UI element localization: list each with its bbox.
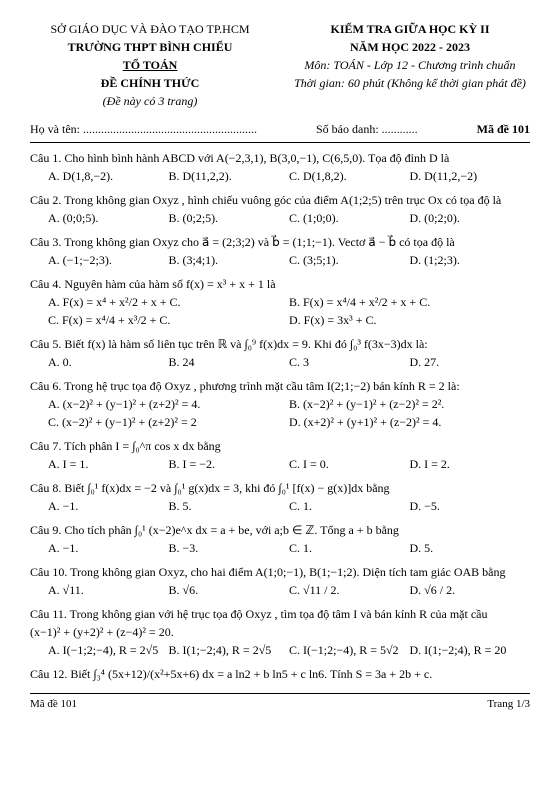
q3-b: B. (3;4;1).	[169, 251, 290, 269]
q7-b: B. I = −2.	[169, 455, 290, 473]
q5-stem: Câu 5. Biết f(x) là hàm số liên tục trên…	[30, 337, 428, 351]
q10-c: C. √11 / 2.	[289, 581, 410, 599]
q10-stem: Câu 10. Trong không gian Oxyz, cho hai đ…	[30, 565, 505, 579]
page-count: (Đề này có 3 trang)	[30, 92, 270, 110]
exam-title: KIỂM TRA GIỮA HỌC KỲ II	[290, 20, 530, 38]
group: TỔ TOÁN	[30, 56, 270, 74]
q6-c: C. (x−2)² + (y−1)² + (z+2)² = 2	[48, 413, 289, 431]
q10-b: B. √6.	[169, 581, 290, 599]
question-6: Câu 6. Trong hệ trục tọa độ Oxyz , phươn…	[30, 377, 530, 431]
question-3: Câu 3. Trong không gian Oxyz cho a⃗ = (2…	[30, 233, 530, 269]
q6-d: D. (x+2)² + (y+1)² + (z−2)² = 4.	[289, 413, 530, 431]
question-10: Câu 10. Trong không gian Oxyz, cho hai đ…	[30, 563, 530, 599]
q6-a: A. (x−2)² + (y−1)² + (z+2)² = 4.	[48, 395, 289, 413]
exam-code: Mã đề 101	[477, 120, 530, 138]
question-8: Câu 8. Biết ∫₀¹ f(x)dx = −2 và ∫₀¹ g(x)d…	[30, 479, 530, 515]
q3-stem: Câu 3. Trong không gian Oxyz cho a⃗ = (2…	[30, 235, 455, 249]
q9-c: C. 1.	[289, 539, 410, 557]
q11-a: A. I(−1;2;−4), R = 2√5	[48, 641, 169, 659]
q11-b: B. I(1;−2;4), R = 2√5	[169, 641, 290, 659]
q5-a: A. 0.	[48, 353, 169, 371]
page-footer: Mã đề 101 Trang 1/3	[30, 693, 530, 713]
q11-stem: Câu 11. Trong không gian với hệ trục tọa…	[30, 605, 530, 623]
year: NĂM HỌC 2022 - 2023	[290, 38, 530, 56]
q1-c: C. D(1,8,2).	[289, 167, 410, 185]
q1-stem: Câu 1. Cho hình bình hành ABCD với A(−2,…	[30, 151, 449, 165]
q8-a: A. −1.	[48, 497, 169, 515]
q11-c: C. I(−1;2;−4), R = 5√2	[289, 641, 410, 659]
q9-b: B. −3.	[169, 539, 290, 557]
q1-d: D. D(11,2,−2)	[410, 167, 531, 185]
page-header: SỞ GIÁO DỤC VÀ ĐÀO TẠO TP.HCM TRƯỜNG THP…	[30, 20, 530, 110]
subject: Môn: TOÁN - Lớp 12 - Chương trình chuẩn	[290, 56, 530, 74]
q1-b: B. D(11,2,2).	[169, 167, 290, 185]
q6-b: B. (x−2)² + (y−1)² + (z−2)² = 2².	[289, 395, 530, 413]
q3-c: C. (3;5;1).	[289, 251, 410, 269]
q6-stem: Câu 6. Trong hệ trục tọa độ Oxyz , phươn…	[30, 379, 460, 393]
question-5: Câu 5. Biết f(x) là hàm số liên tục trên…	[30, 335, 530, 371]
id-label: Số báo danh:	[316, 122, 379, 136]
q2-d: D. (0;2;0).	[410, 209, 531, 227]
question-2: Câu 2. Trong không gian Oxyz , hình chiế…	[30, 191, 530, 227]
school: TRƯỜNG THPT BÌNH CHIỂU	[30, 38, 270, 56]
q9-stem: Câu 9. Cho tích phân ∫₀¹ (x−2)e^x dx = a…	[30, 523, 399, 537]
dept: SỞ GIÁO DỤC VÀ ĐÀO TẠO TP.HCM	[30, 20, 270, 38]
official: ĐỀ CHÍNH THỨC	[30, 74, 270, 92]
q7-d: D. I = 2.	[410, 455, 531, 473]
q7-c: C. I = 0.	[289, 455, 410, 473]
q10-a: A. √11.	[48, 581, 169, 599]
q9-a: A. −1.	[48, 539, 169, 557]
q4-d: D. F(x) = 3x³ + C.	[289, 311, 530, 329]
q8-d: D. −5.	[410, 497, 531, 515]
q2-stem: Câu 2. Trong không gian Oxyz , hình chiế…	[30, 193, 501, 207]
q4-a: A. F(x) = x⁴ + x²/2 + x + C.	[48, 293, 289, 311]
q8-c: C. 1.	[289, 497, 410, 515]
q4-b: B. F(x) = x⁴/4 + x²/2 + x + C.	[289, 293, 530, 311]
q7-stem: Câu 7. Tích phân I = ∫₀^π cos x dx bằng	[30, 439, 221, 453]
question-11: Câu 11. Trong không gian với hệ trục tọa…	[30, 605, 530, 659]
question-7: Câu 7. Tích phân I = ∫₀^π cos x dx bằng …	[30, 437, 530, 473]
question-1: Câu 1. Cho hình bình hành ABCD với A(−2,…	[30, 149, 530, 185]
q11-d: D. I(1;−2;4), R = 20	[410, 641, 531, 659]
q10-d: D. √6 / 2.	[410, 581, 531, 599]
id-dots: ............	[382, 122, 418, 136]
q7-a: A. I = 1.	[48, 455, 169, 473]
q5-c: C. 3	[289, 353, 410, 371]
q12-stem: Câu 12. Biết ∫₃⁴ (5x+12)/(x²+5x+6) dx = …	[30, 667, 432, 681]
q8-stem: Câu 8. Biết ∫₀¹ f(x)dx = −2 và ∫₀¹ g(x)d…	[30, 481, 390, 495]
q11-eq: (x−1)² + (y+2)² + (z−4)² = 20.	[30, 623, 530, 641]
q4-c: C. F(x) = x⁴/4 + x³/2 + C.	[48, 311, 289, 329]
footer-right: Trang 1/3	[487, 696, 530, 713]
q3-a: A. (−1;−2;3).	[48, 251, 169, 269]
q2-c: C. (1;0;0).	[289, 209, 410, 227]
q2-a: A. (0;0;5).	[48, 209, 169, 227]
q2-b: B. (0;2;5).	[169, 209, 290, 227]
footer-left: Mã đề 101	[30, 696, 77, 713]
q9-d: D. 5.	[410, 539, 531, 557]
q5-b: B. 24	[169, 353, 290, 371]
question-12: Câu 12. Biết ∫₃⁴ (5x+12)/(x²+5x+6) dx = …	[30, 665, 530, 683]
q4-stem: Câu 4. Nguyên hàm của hàm số f(x) = x³ +…	[30, 277, 276, 291]
q8-b: B. 5.	[169, 497, 290, 515]
duration: Thời gian: 60 phút (Không kể thời gian p…	[290, 74, 530, 92]
question-9: Câu 9. Cho tích phân ∫₀¹ (x−2)e^x dx = a…	[30, 521, 530, 557]
question-4: Câu 4. Nguyên hàm của hàm số f(x) = x³ +…	[30, 275, 530, 329]
student-row: Họ và tên: .............................…	[30, 120, 530, 143]
q3-d: D. (1;2;3).	[410, 251, 531, 269]
name-label: Họ và tên: .............................…	[30, 120, 257, 138]
q5-d: D. 27.	[410, 353, 531, 371]
q1-a: A. D(1,8,−2).	[48, 167, 169, 185]
